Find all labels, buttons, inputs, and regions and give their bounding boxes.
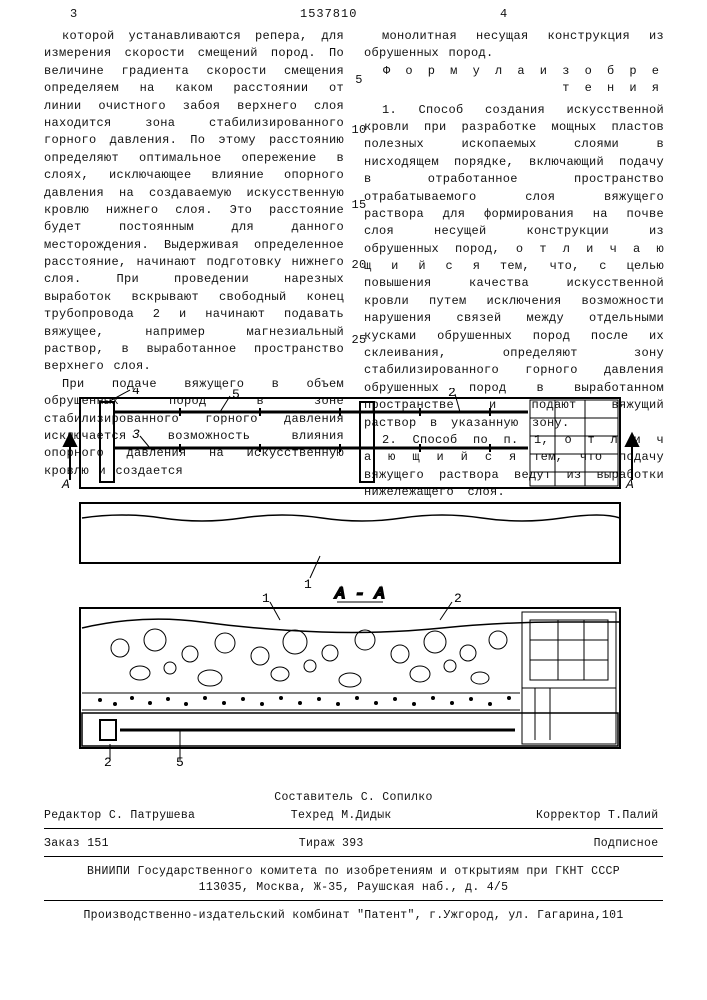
figure-label: 2 [454,591,462,606]
tech-name: М.Дидык [341,809,391,822]
figure-label: 2 [104,755,112,768]
page-number-right: 4 [500,6,508,23]
vniipi-line: ВНИИПИ Государственного комитета по изоб… [44,864,663,881]
compiler-label: Составитель [274,791,353,804]
tirazh-value: 393 [342,837,364,850]
document-number: 1537810 [300,6,357,23]
technical-figure: А - А [60,388,650,768]
page-number-left: 3 [70,6,78,23]
tech-label: Техред [291,809,334,822]
figure-label: 5 [176,755,184,768]
figure-label: 5 [232,388,240,402]
claim-text: 1. Способ создания искусственной кровли … [364,102,664,432]
compiler-name: С. Сопилко [361,791,433,804]
editor-label: Редактор [44,809,102,822]
subscription-note: Подписное [594,837,659,850]
body-text: которой устанавливаются репера, для изме… [44,28,344,376]
editor-name: С. Патрушева [109,809,195,822]
order-number: 151 [87,837,109,850]
figure-label: 2 [448,388,456,400]
tirazh-label: Тираж [299,837,335,850]
order-label: Заказ [44,837,80,850]
figure-label: 1 [304,577,312,592]
figure-label: 1 [262,591,270,606]
printer-line: Производственно-издательский комбинат "П… [44,908,663,925]
body-text: монолитная несущая конструкция из обруше… [364,28,664,63]
figure-label: A [61,477,70,492]
section-label: А - А [334,585,385,603]
corrector-name: Т.Палий [608,809,658,822]
corrector-label: Корректор [536,809,601,822]
figure-label: A [625,477,634,492]
figure-label: 3 [132,427,140,442]
figure-label: 4 [132,388,140,398]
claims-heading: Ф о р м у л а и з о б р е т е н и я [364,63,664,98]
vniipi-address: 113035, Москва, Ж-35, Раушская наб., д. … [44,880,663,897]
